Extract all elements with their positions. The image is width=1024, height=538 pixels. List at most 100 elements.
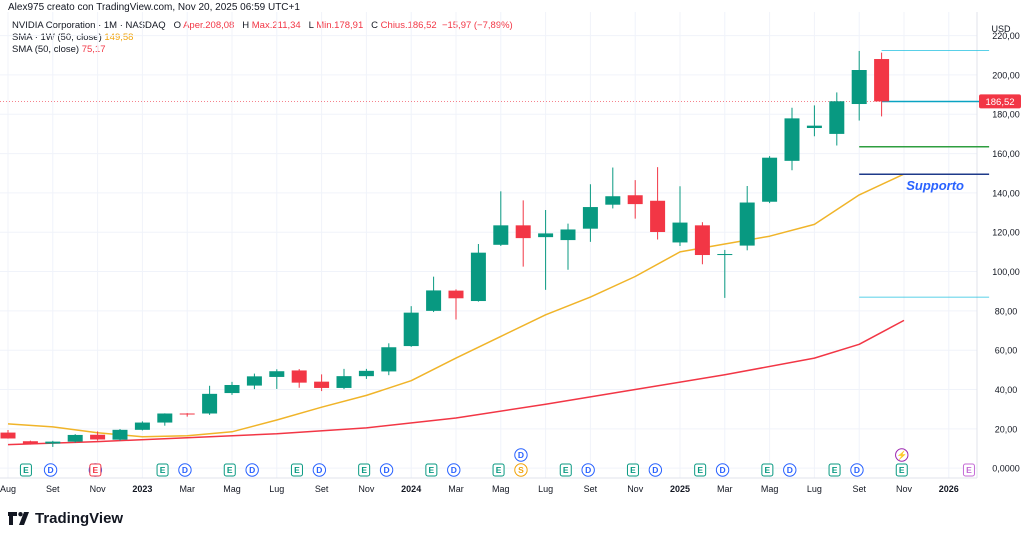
event-marker-earn-past[interactable]: E [19, 463, 32, 477]
symbol-name[interactable]: NVIDIA Corporation · 1M · NASDAQ [12, 20, 166, 31]
event-marker-earn-past[interactable]: E [828, 463, 841, 477]
event-marker-div[interactable]: D [312, 463, 327, 477]
candle[interactable] [874, 52, 890, 117]
candle[interactable] [672, 186, 688, 246]
candle[interactable] [336, 368, 352, 390]
candle[interactable] [806, 105, 822, 137]
last-price-tag-text: 186,52 [985, 97, 1014, 108]
event-badge [89, 463, 102, 477]
event-marker-earn-past[interactable]: E [290, 463, 303, 477]
low-label: L [308, 20, 314, 31]
sma-fast-label: SMA · 1W (50, close) [12, 32, 102, 43]
event-letter: E [23, 465, 29, 475]
event-letter: E [765, 465, 771, 475]
candle[interactable] [381, 343, 397, 376]
event-letter: E [697, 465, 703, 475]
candle[interactable] [157, 413, 173, 426]
candle[interactable] [0, 430, 16, 439]
candle[interactable] [269, 369, 285, 389]
sma-fast-legend-row[interactable]: SMA · 1W (50, close) 149,58 [12, 32, 513, 44]
candle[interactable] [112, 429, 128, 441]
event-marker-div[interactable]: D [581, 463, 595, 477]
candle[interactable] [67, 434, 83, 443]
event-marker-earn-past[interactable]: E [761, 463, 774, 477]
candle[interactable] [179, 413, 195, 417]
chart-legend: NVIDIA Corporation · 1M · NASDAQ O Aper.… [12, 20, 513, 56]
support-annotation[interactable]: Supporto [906, 178, 964, 193]
event-letter: D [518, 450, 524, 460]
event-letter: D [451, 465, 457, 475]
candle[interactable] [448, 289, 464, 320]
x-tick-label: Set [315, 484, 329, 494]
event-marker-div[interactable]: D [178, 463, 192, 477]
candle[interactable] [493, 191, 509, 246]
candle[interactable] [560, 223, 576, 270]
candle[interactable] [762, 156, 778, 204]
event-marker-earn-past[interactable]: E [559, 463, 572, 477]
candle[interactable] [717, 249, 733, 298]
candle[interactable] [426, 276, 442, 313]
candle[interactable] [829, 92, 845, 146]
candle[interactable] [403, 306, 419, 347]
event-marker-earn-future[interactable]: E [962, 463, 975, 477]
candle-body [403, 312, 419, 347]
horizontal-levels[interactable] [859, 49, 990, 298]
candle[interactable] [45, 440, 61, 447]
candle[interactable] [515, 200, 531, 267]
sma-slow-legend-row[interactable]: SMA (50, close) 75,17 [12, 44, 513, 56]
event-marker-div[interactable]: D [850, 463, 864, 477]
candle[interactable] [202, 385, 218, 415]
x-tick-label: Lug [538, 484, 553, 494]
ohlc-legend-row: NVIDIA Corporation · 1M · NASDAQ O Aper.… [12, 20, 513, 32]
event-marker-earn-past[interactable]: E [156, 463, 169, 477]
candle[interactable] [358, 368, 374, 379]
candle[interactable] [627, 180, 643, 219]
candle[interactable] [694, 222, 710, 265]
event-markers[interactable]: EDDEEDEDEDEDEDEDSEDEDEDEDEDE⚡E [19, 448, 975, 477]
sma-slow-line[interactable] [7, 319, 905, 446]
event-badge [626, 463, 639, 477]
candle[interactable] [291, 369, 307, 388]
x-tick-label: Aug [0, 484, 16, 494]
event-marker-div[interactable]: D [245, 463, 259, 477]
event-marker-earn-past[interactable]: E [358, 463, 371, 477]
candle[interactable] [90, 431, 106, 441]
candle[interactable] [851, 50, 867, 121]
candle[interactable] [784, 107, 800, 171]
candle[interactable] [470, 244, 486, 302]
event-marker-earn-past[interactable]: E [492, 463, 505, 477]
event-marker-earn-red[interactable]: E [89, 463, 102, 477]
event-marker-earn-past[interactable]: E [895, 463, 908, 477]
event-marker-earn-past[interactable]: E [223, 463, 236, 477]
candle[interactable] [538, 210, 554, 290]
event-marker-div[interactable]: D [648, 463, 663, 477]
y-tick-label: 20,00 [995, 424, 1018, 434]
event-marker-earn-past[interactable]: E [425, 463, 438, 477]
price-axis[interactable]: 0,0000 20,00 40,00 60,00 80,00 100,00 120,00 14… [992, 31, 1020, 474]
event-marker-earn-past[interactable]: E [694, 463, 707, 477]
candlestick-series[interactable] [0, 50, 890, 447]
candle[interactable] [246, 373, 262, 390]
event-marker-div[interactable]: D [514, 448, 528, 462]
event-marker-div[interactable]: D [379, 463, 394, 477]
tradingview-logo[interactable]: TradingView [8, 510, 123, 527]
event-marker-div[interactable]: D [447, 463, 461, 477]
time-axis[interactable]: Aug Set Nov 2023 Mar Mag Lug Set Nov 2024 Mar Mag Lu… [0, 484, 959, 494]
event-marker-flash[interactable]: ⚡ [895, 448, 909, 462]
candle[interactable] [582, 184, 598, 242]
candle[interactable] [739, 186, 755, 251]
event-marker-div[interactable]: D [783, 463, 797, 477]
candle[interactable] [22, 440, 38, 445]
event-marker-div[interactable]: D [715, 463, 730, 477]
candle[interactable] [134, 421, 150, 431]
candle[interactable] [314, 374, 330, 392]
x-tick-label: Lug [269, 484, 284, 494]
event-marker-earn-past[interactable]: E [626, 463, 639, 477]
event-marker-div[interactable]: D [43, 463, 58, 477]
event-marker-split[interactable]: S [514, 463, 528, 477]
candle[interactable] [605, 167, 621, 209]
candle-body [829, 101, 845, 134]
candle[interactable] [224, 381, 240, 395]
candle[interactable] [650, 167, 666, 240]
